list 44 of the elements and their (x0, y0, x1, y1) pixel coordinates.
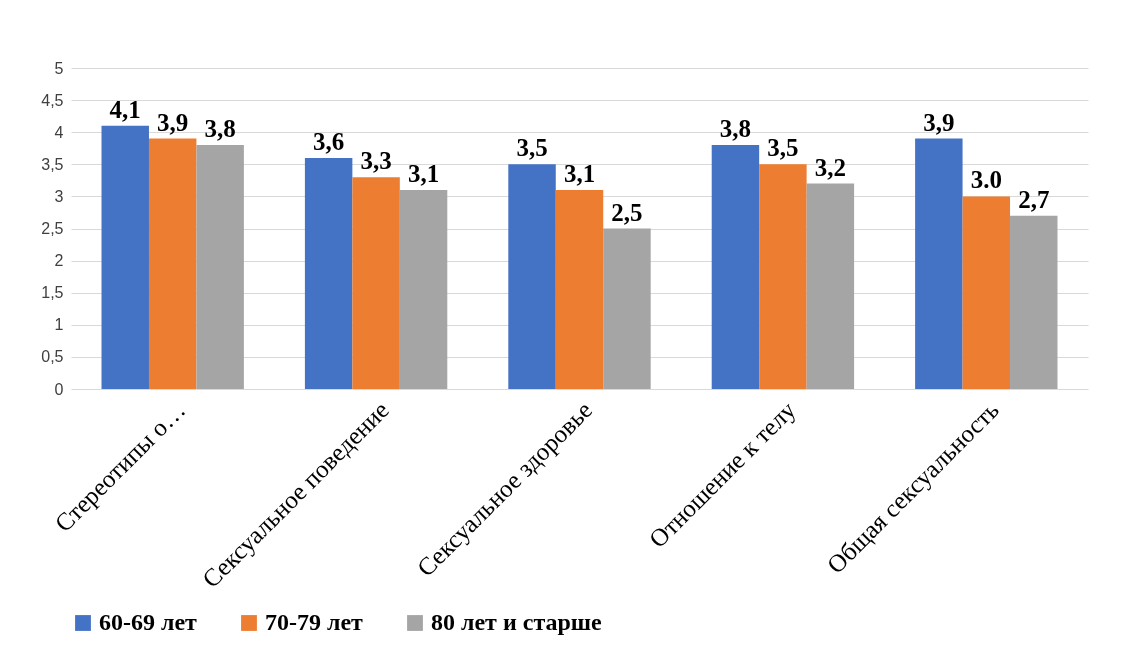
y-tick-label: 5 (54, 59, 64, 77)
data-label: 3,1 (407, 159, 440, 187)
data-label: 3,5 (516, 134, 548, 162)
y-tick-label: 3,5 (41, 155, 64, 173)
bar (711, 145, 760, 389)
data-label: 3,3 (360, 147, 392, 175)
bar (962, 196, 1011, 389)
y-tick-label: 2 (54, 252, 64, 270)
y-tick-label: 2,5 (41, 220, 64, 237)
data-label: 2,5 (611, 198, 643, 226)
y-tick-label: 0 (54, 380, 64, 398)
bar (759, 164, 807, 389)
y-tick-label: 3 (54, 187, 64, 205)
data-label: 3,1 (563, 159, 596, 187)
bar (399, 189, 448, 389)
legend-label: 60-69 лет (99, 609, 198, 635)
bar (148, 138, 197, 389)
data-label: 3,9 (157, 108, 189, 136)
data-label: 3.0 (970, 166, 1002, 194)
bar (101, 125, 149, 389)
bar (196, 145, 244, 389)
data-label: 3,9 (923, 108, 955, 136)
bar (555, 189, 604, 389)
bar (508, 164, 556, 389)
bar (806, 183, 855, 389)
y-tick-label: 1,5 (41, 284, 64, 302)
y-tick-label: 4 (54, 123, 64, 141)
data-label: 3,5 (767, 134, 799, 162)
bar (915, 138, 963, 389)
legend-label: 80 лет и старше (431, 609, 603, 635)
data-label: 2,7 (1018, 185, 1050, 213)
y-tick-label: 0,5 (41, 348, 64, 366)
bar (352, 177, 400, 389)
bar (304, 157, 353, 389)
y-tick-label: 1 (54, 316, 64, 334)
bar (1010, 215, 1058, 389)
data-label: 3,8 (719, 115, 752, 143)
data-label: 4,1 (109, 95, 141, 123)
data-label: 3,8 (204, 115, 236, 143)
data-label: 3,2 (814, 153, 846, 181)
data-label: 3,6 (313, 127, 345, 155)
bar (603, 228, 651, 389)
legend-label: 70-79 лет (265, 609, 364, 635)
y-tick-label: 4,5 (41, 91, 64, 109)
